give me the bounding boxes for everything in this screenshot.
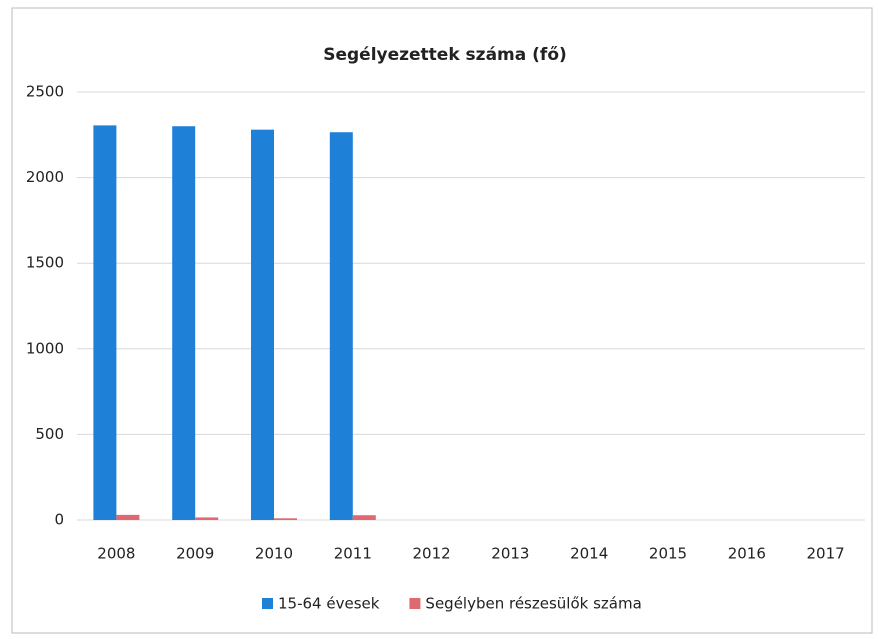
y-tick-label: 1500 [26, 254, 64, 272]
legend-label: 15-64 évesek [278, 595, 380, 613]
chart-frame [11, 7, 873, 634]
legend-swatch [262, 598, 273, 609]
bar [116, 514, 140, 520]
y-tick-label: 500 [35, 425, 64, 443]
x-tick-label: 2009 [176, 545, 214, 563]
bar [93, 125, 117, 520]
bar [172, 126, 196, 521]
bar [352, 515, 376, 520]
x-tick-label: 2011 [334, 545, 372, 563]
legend-label: Segélyben részesülők száma [425, 595, 641, 613]
x-tick-label: 2014 [570, 545, 608, 563]
y-tick-label: 2500 [26, 83, 64, 101]
bar [251, 129, 274, 520]
x-tick-label: 2016 [728, 545, 766, 563]
bar [195, 517, 219, 520]
chart-title: Segélyezettek száma (fő) [323, 45, 567, 65]
x-tick-label: 2015 [649, 545, 687, 563]
y-tick-label: 1000 [26, 339, 64, 357]
x-tick-label: 2008 [97, 545, 135, 563]
bar [329, 132, 353, 520]
x-tick-label: 2017 [807, 545, 845, 563]
y-tick-label: 2000 [26, 168, 64, 186]
x-tick-label: 2010 [255, 545, 293, 563]
x-tick-label: 2013 [491, 545, 529, 563]
legend-swatch [409, 598, 421, 609]
y-tick-label: 0 [54, 511, 64, 529]
bar [274, 518, 297, 520]
x-tick-label: 2012 [413, 545, 451, 563]
